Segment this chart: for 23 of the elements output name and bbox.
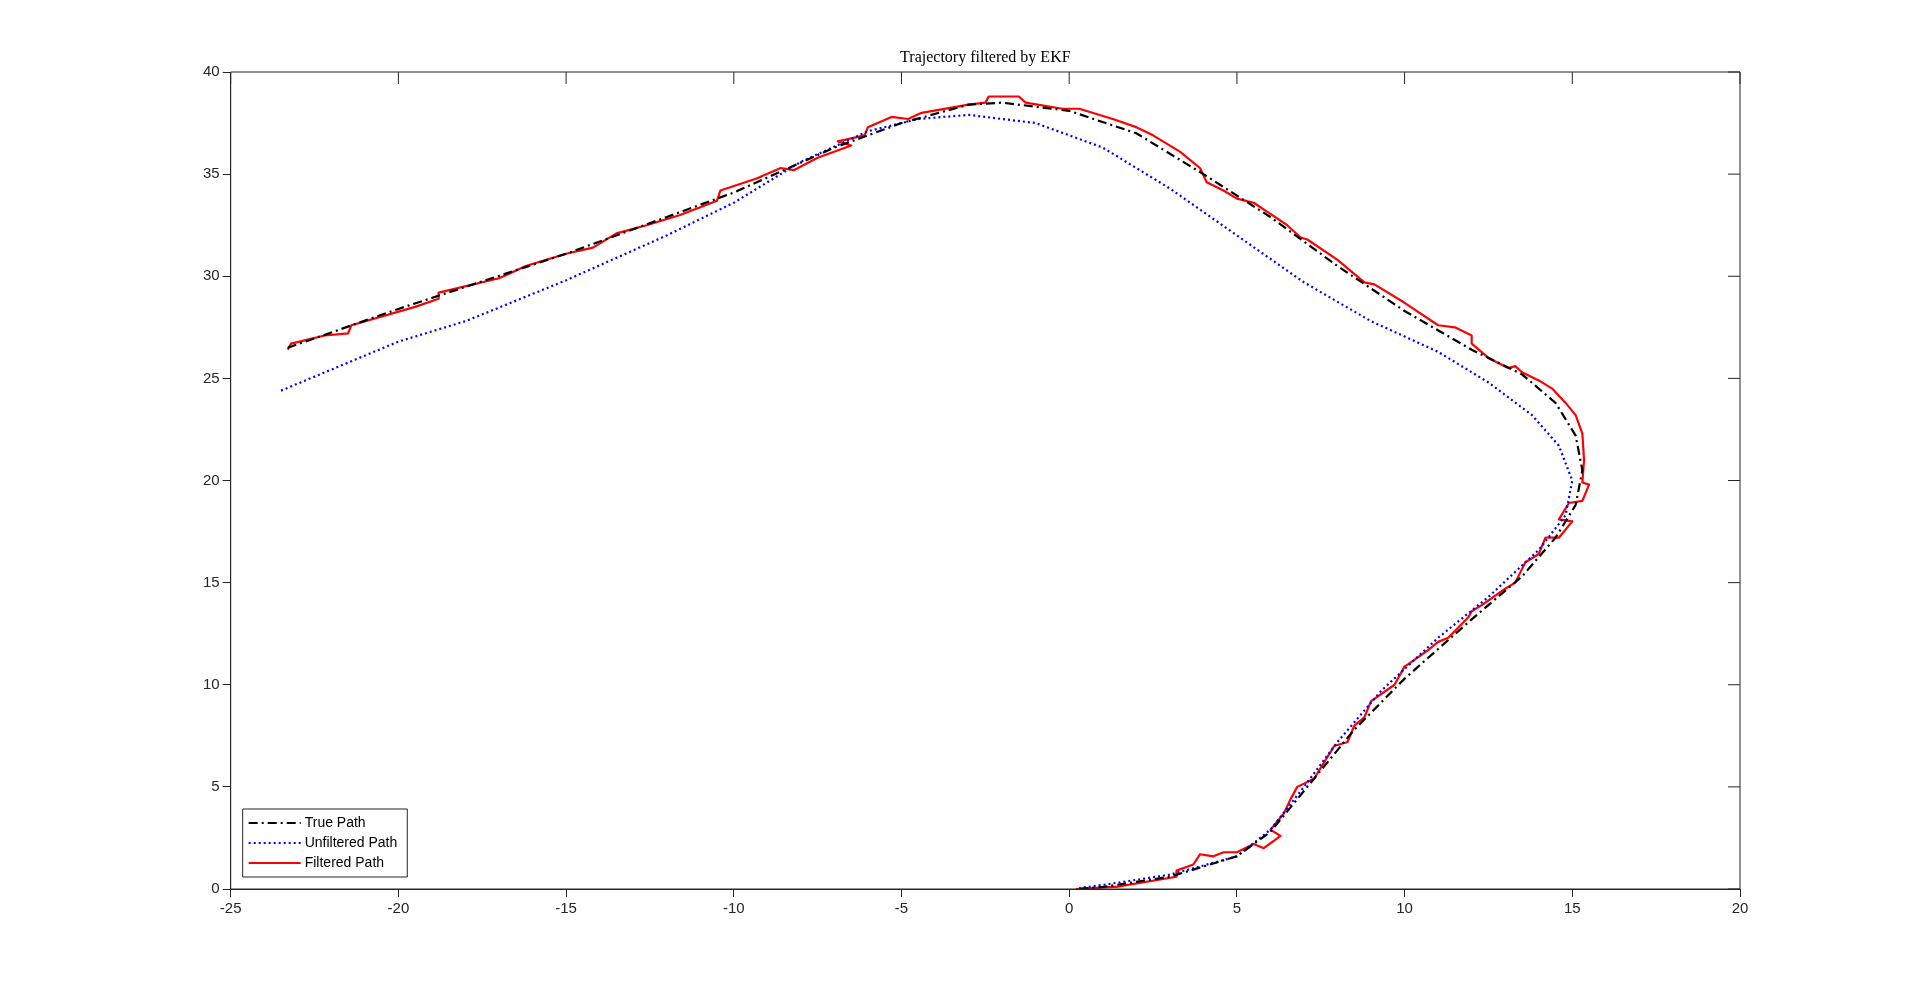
y-tick-label: 30 bbox=[203, 266, 220, 284]
y-tick-label: 0 bbox=[211, 879, 220, 897]
x-tick-label: 15 bbox=[1563, 899, 1581, 917]
x-tick-label: 5 bbox=[1232, 899, 1242, 917]
y-tick-label: 15 bbox=[203, 572, 220, 590]
x-tick-label: -20 bbox=[387, 899, 410, 917]
x-tick-label: 0 bbox=[1065, 899, 1074, 917]
y-tick-label: 20 bbox=[203, 470, 220, 488]
y-tick-label: 25 bbox=[203, 368, 220, 386]
x-tick-label: -5 bbox=[894, 899, 909, 917]
y-tick-label: 5 bbox=[211, 777, 220, 795]
legend-label: Filtered Path bbox=[304, 853, 385, 870]
x-tick-label: -15 bbox=[555, 899, 577, 917]
legend-label: Unfiltered Path bbox=[304, 833, 398, 850]
x-tick-label: -10 bbox=[722, 899, 745, 917]
y-tick-label: 35 bbox=[203, 164, 220, 182]
x-tick-label: 10 bbox=[1396, 899, 1413, 917]
chart-title: Trajectory filtered by EKF bbox=[900, 48, 1071, 67]
y-tick-label: 40 bbox=[203, 62, 220, 80]
legend-label: True Path bbox=[304, 813, 366, 830]
y-tick-label: 10 bbox=[203, 674, 220, 692]
x-tick-label: -25 bbox=[219, 899, 242, 917]
x-tick-label: 20 bbox=[1731, 899, 1749, 917]
